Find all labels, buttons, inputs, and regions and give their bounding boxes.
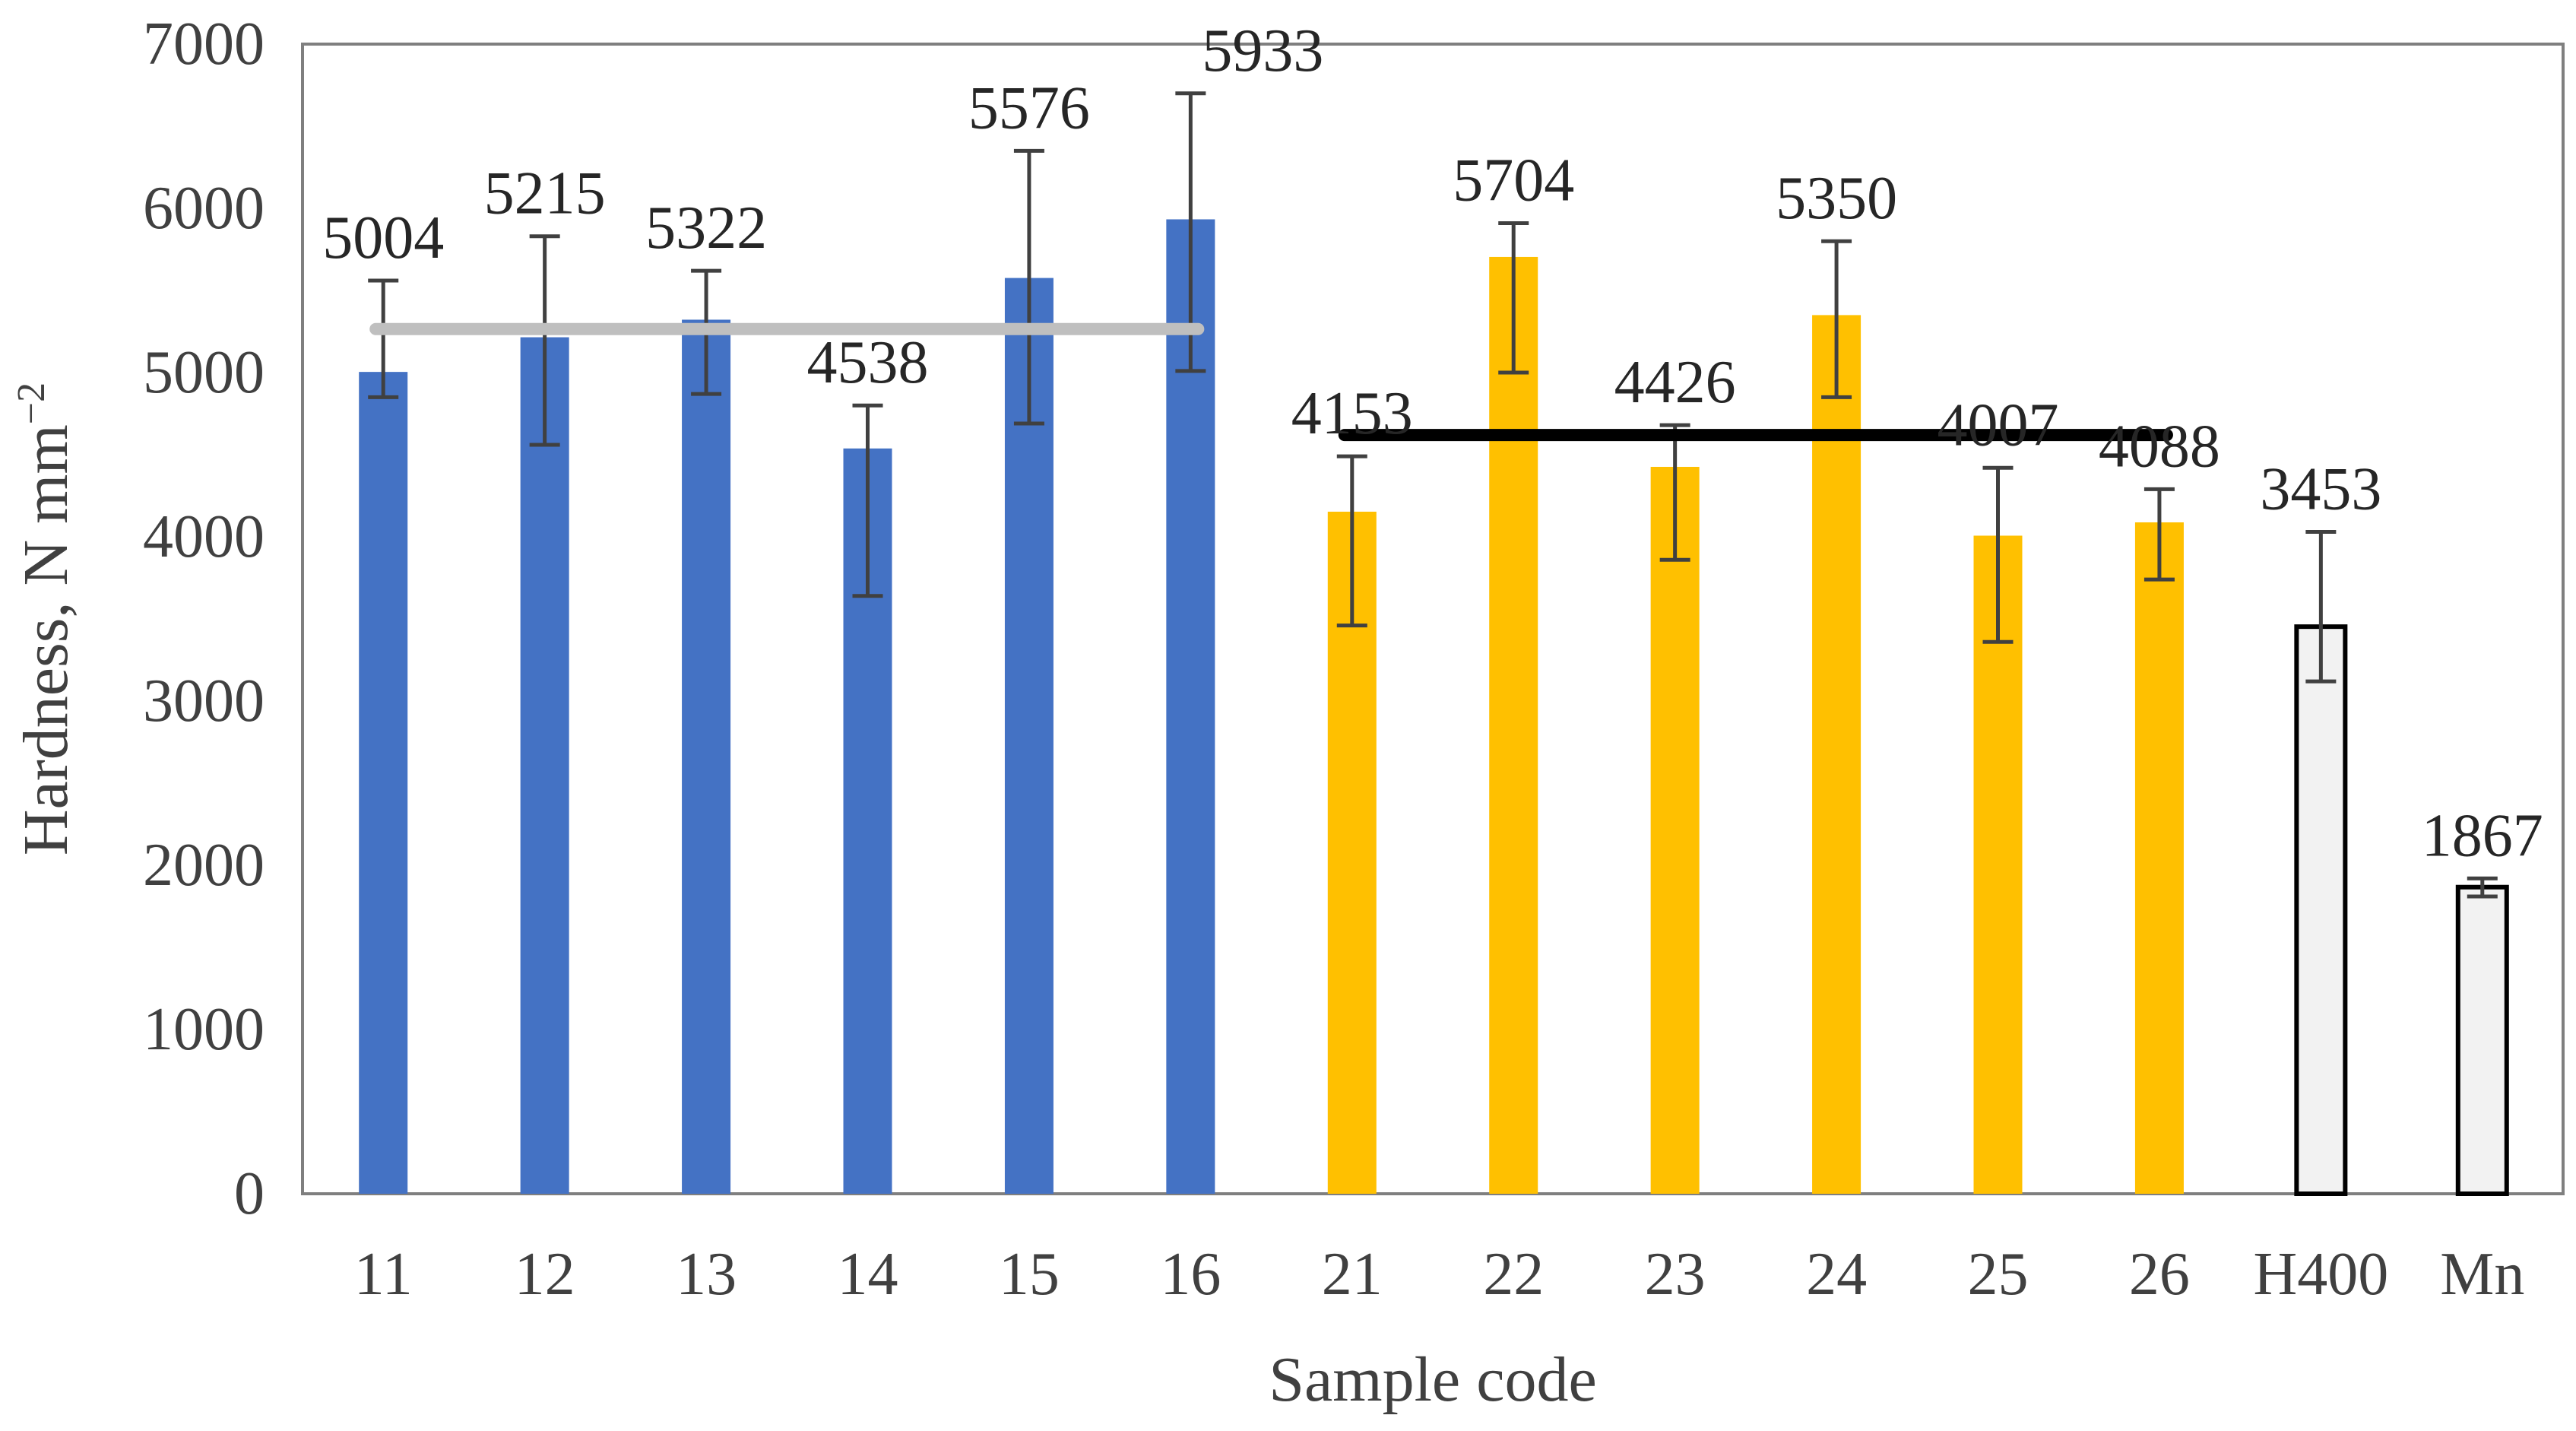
data-label-23: 4426 (1614, 349, 1736, 416)
data-label-Mn: 1867 (2422, 802, 2543, 869)
x-tick-label: 16 (1160, 1241, 1221, 1308)
x-tick-label: 23 (1645, 1241, 1706, 1308)
data-labels-group: 5004 5215 5322 4538 5576 5933 4153 5704 4426 5350… (322, 17, 2543, 869)
bar-H400 (2294, 624, 2348, 1196)
bar-24 (1812, 315, 1862, 1194)
data-label-25: 4007 (1938, 392, 2059, 458)
x-axis-title: Sample code (1269, 1344, 1597, 1415)
x-tick-label: 22 (1483, 1241, 1544, 1308)
x-tick-label: 15 (999, 1241, 1060, 1308)
data-label-24: 5350 (1776, 165, 1897, 232)
data-label-13: 5322 (645, 195, 767, 262)
data-label-16: 5933 (1202, 17, 1323, 84)
data-label-12: 5215 (484, 160, 606, 227)
bar-11 (359, 372, 408, 1194)
plot-frame (301, 43, 2565, 1195)
error-bar-26 (2143, 487, 2175, 582)
error-bar-11 (368, 278, 399, 399)
x-tick-label: 25 (1968, 1241, 2029, 1308)
bar-26 (2134, 522, 2184, 1194)
x-tick-label: 24 (1806, 1241, 1867, 1308)
bar-15 (1004, 278, 1054, 1195)
error-bar-Mn (2467, 876, 2498, 899)
y-tick-label: 3000 (143, 668, 265, 735)
error-bar-25 (1982, 465, 2014, 644)
bar-25 (1973, 535, 2023, 1194)
bar-16 (1166, 219, 1215, 1195)
error-bar-23 (1659, 423, 1690, 562)
y-tick-label: 6000 (143, 175, 265, 242)
bar-Mn (2455, 884, 2509, 1197)
data-label-11: 5004 (322, 205, 444, 271)
data-label-21: 4153 (1291, 380, 1413, 447)
data-label-14: 4538 (807, 329, 929, 396)
x-tick-label: 26 (2129, 1241, 2190, 1308)
y-tick-label: 5000 (143, 339, 265, 406)
y-tick-label: 7000 (143, 11, 265, 78)
error-bar-22 (1498, 221, 1529, 375)
bars-group (359, 219, 2509, 1197)
x-tick-label: 13 (676, 1241, 737, 1308)
y-tick-label: 1000 (143, 996, 265, 1063)
x-tick-label: 21 (1322, 1241, 1383, 1308)
x-tick-label: 11 (354, 1241, 413, 1308)
x-tick-label: H400 (2253, 1241, 2388, 1308)
error-bar-21 (1336, 454, 1367, 628)
y-axis-ticks: 0 1000 2000 3000 4000 5000 6000 7000 (143, 11, 265, 1227)
mean-lines-group (369, 322, 2173, 442)
error-bar-14 (852, 403, 883, 598)
error-bar-24 (1821, 239, 1852, 399)
x-tick-label: Mn (2440, 1241, 2524, 1308)
y-tick-label: 4000 (143, 503, 265, 570)
x-tick-label: 14 (838, 1241, 898, 1308)
x-axis-ticks: 11 12 13 14 15 16 21 22 23 24 25 26 H400 Mn (354, 1241, 2525, 1308)
data-label-22: 5704 (1453, 147, 1574, 214)
bar-22 (1489, 256, 1538, 1194)
error-bar-H400 (2305, 530, 2337, 684)
error-bar-15 (1013, 148, 1044, 426)
y-axis-title-superscript: −2 (10, 382, 53, 424)
bar-13 (682, 319, 731, 1194)
bar-12 (520, 337, 569, 1194)
error-bar-12 (529, 234, 560, 447)
y-tick-label: 0 (234, 1160, 265, 1227)
x-tick-label: 12 (515, 1241, 575, 1308)
data-label-15: 5576 (968, 75, 1090, 141)
bar-23 (1650, 466, 1700, 1194)
y-axis-title-main: Hardness, N mm (11, 424, 81, 855)
y-tick-label: 2000 (143, 832, 265, 899)
data-label-26: 4088 (2099, 413, 2220, 480)
y-axis-title: Hardness, N mm−2 (10, 382, 81, 855)
data-label-H400: 3453 (2260, 456, 2381, 523)
